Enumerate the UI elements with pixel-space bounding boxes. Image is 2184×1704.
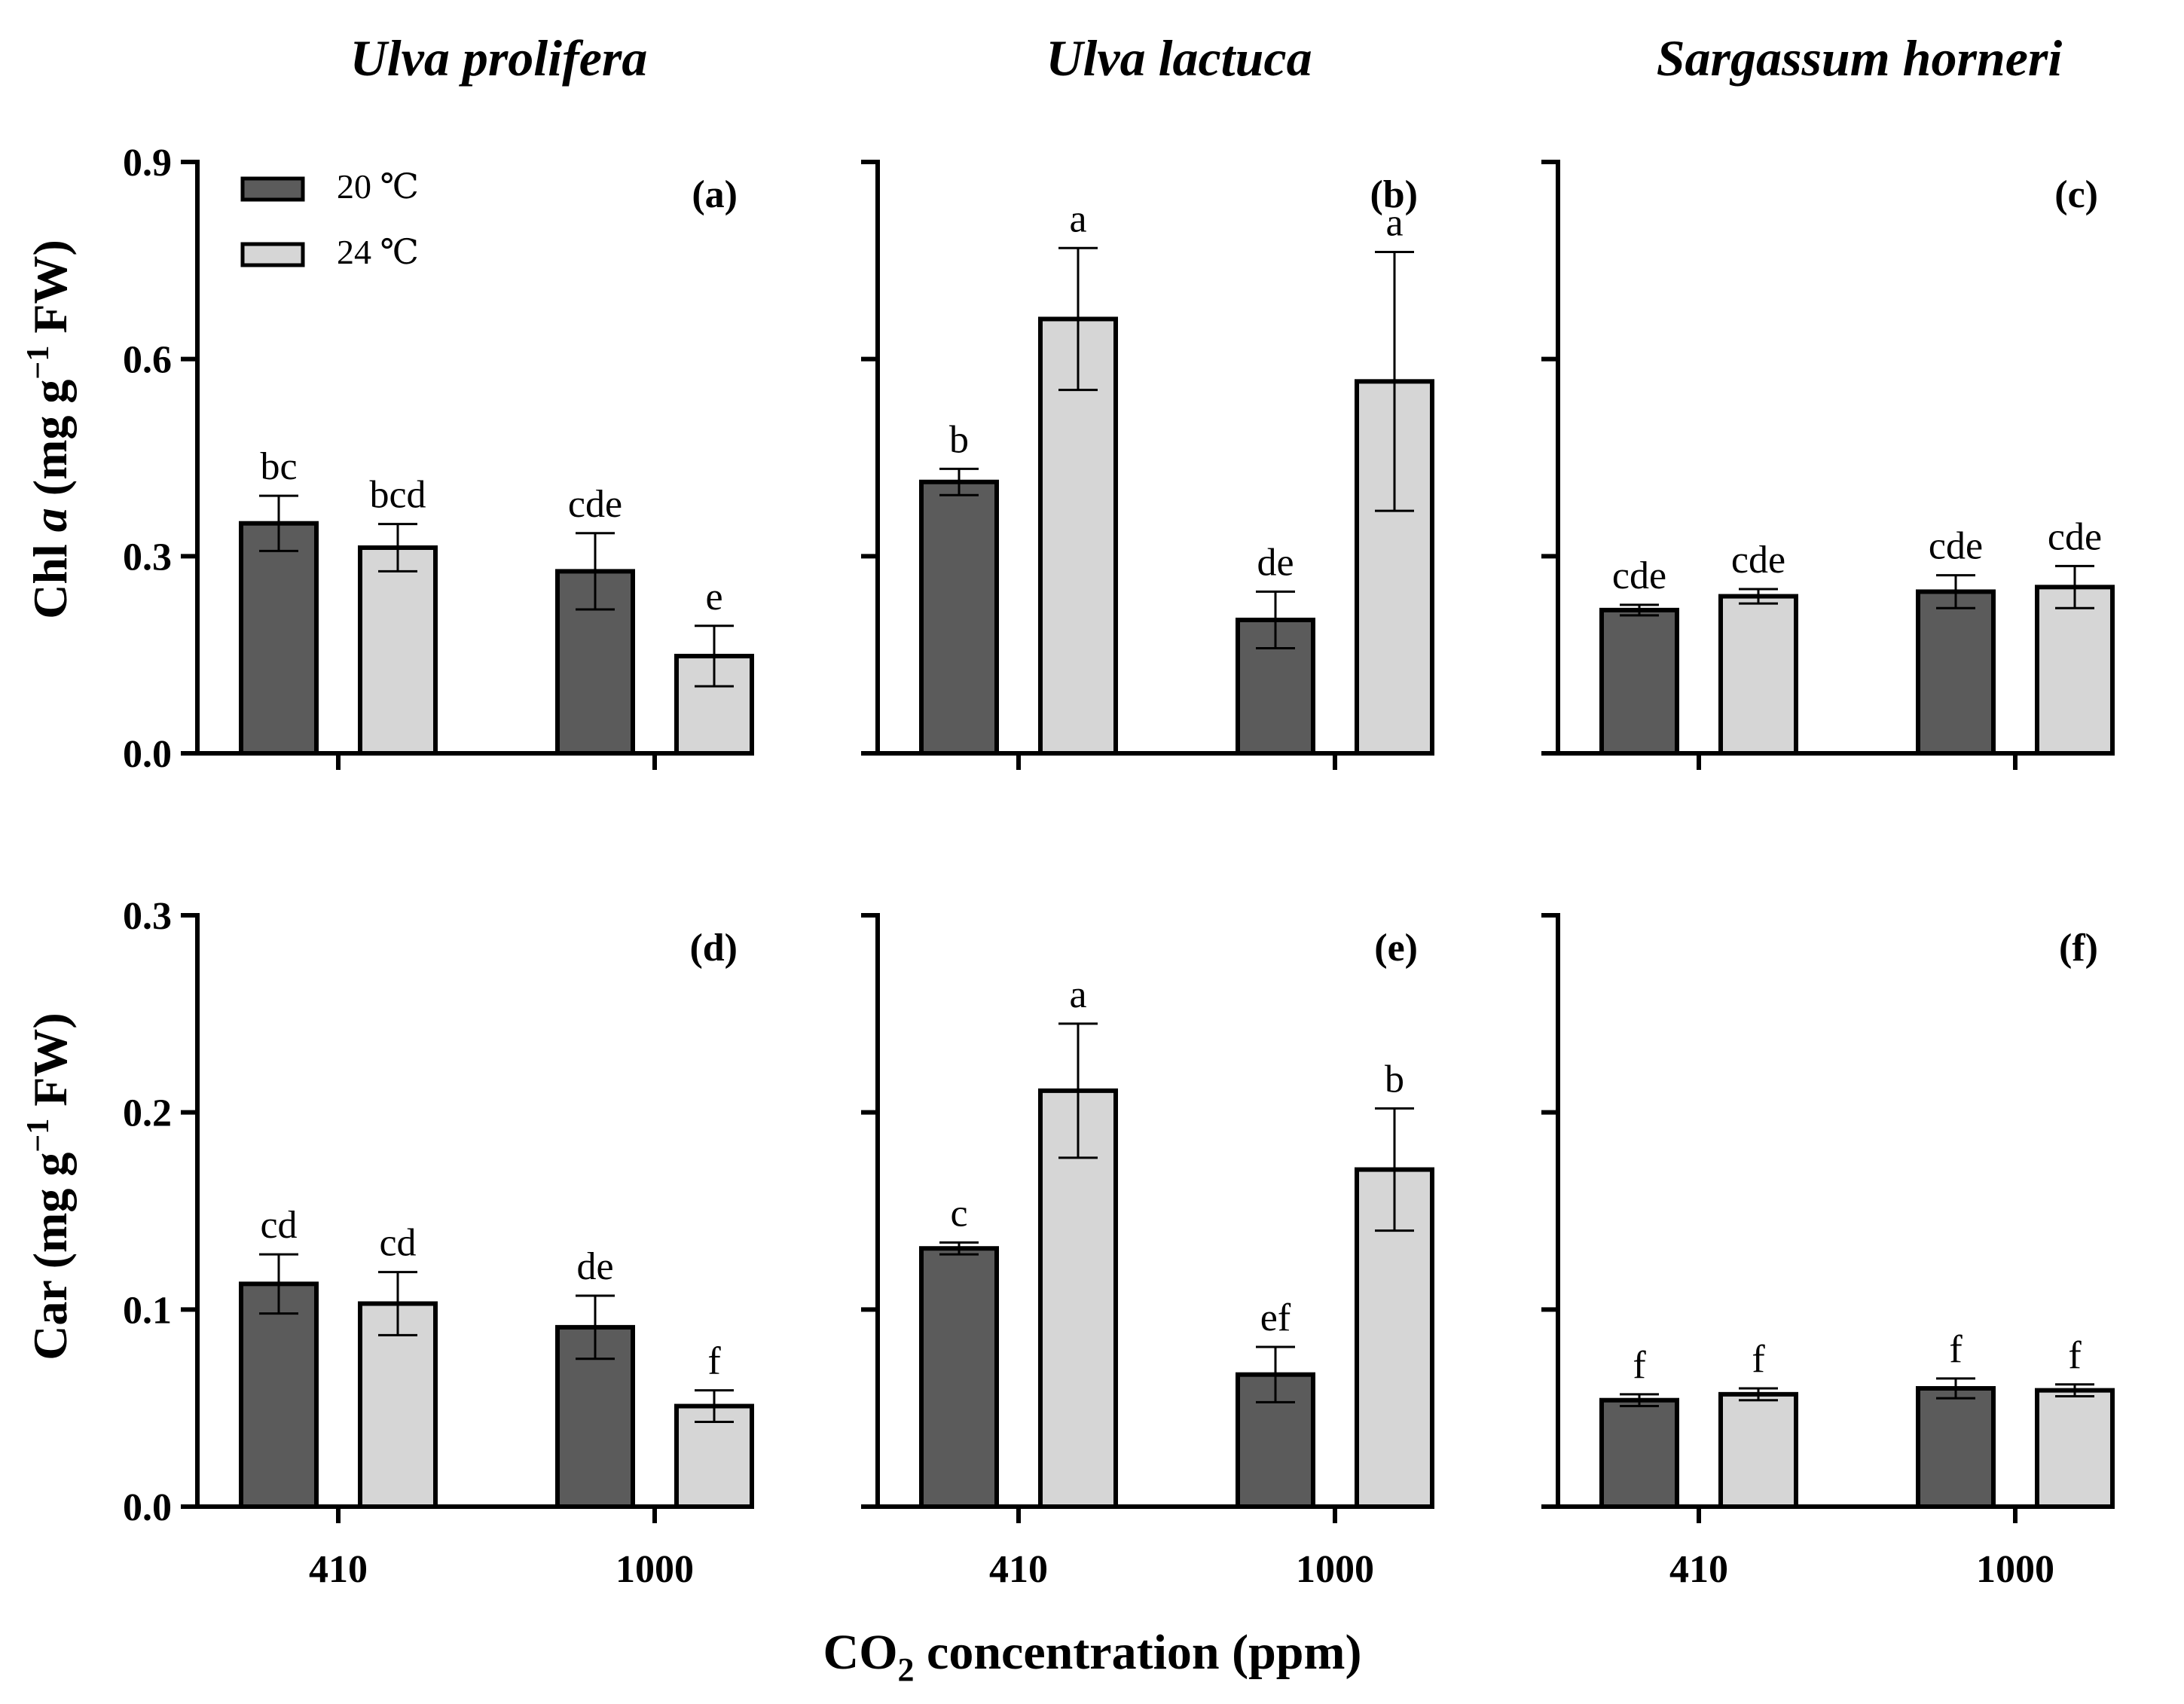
x-tick-label: 1000 xyxy=(1976,1548,2054,1591)
bar xyxy=(1038,1088,1118,1509)
panel-label: (f) xyxy=(2059,927,2098,970)
significance-label: ef xyxy=(1260,1296,1291,1339)
y-tick-label: 0.3 xyxy=(123,536,172,579)
significance-label: f xyxy=(707,1340,721,1383)
y-tick-label: 0.9 xyxy=(123,142,172,185)
significance-label: cde xyxy=(1929,525,1983,568)
significance-label: bcd xyxy=(369,474,426,517)
bar xyxy=(919,479,999,756)
y-tick-label: 0.0 xyxy=(123,1486,172,1529)
bar xyxy=(674,653,754,756)
significance-label: cd xyxy=(379,1222,416,1265)
bar xyxy=(2035,585,2115,756)
species-title-ulva-prolifera: Ulva prolifera xyxy=(350,29,648,87)
significance-label: f xyxy=(2068,1334,2082,1377)
significance-label: cde xyxy=(568,483,622,526)
y-tick-label: 0.1 xyxy=(123,1289,172,1332)
y-axis-title-car: Car (mg g−1 FW) xyxy=(21,1012,77,1360)
significance-label: f xyxy=(1949,1328,1963,1371)
legend-label: 24 ℃ xyxy=(337,233,419,271)
x-tick-label: 1000 xyxy=(1296,1548,1374,1591)
panel-label: (e) xyxy=(1374,927,1418,970)
significance-label: f xyxy=(1752,1338,1765,1381)
panel-e: 410 c a 1000 ef b (e) xyxy=(861,913,1434,1591)
panel-label: (c) xyxy=(2054,173,2098,216)
panel-a: 0.0 0.3 0.6 0.9 bc bcd cde e (a) 20 ℃ 24 ℃ xyxy=(123,142,754,776)
species-title-ulva-lactuca: Ulva lactuca xyxy=(1046,29,1312,87)
x-axis-title: CO2 concentration (ppm) xyxy=(823,1625,1362,1688)
significance-label: a xyxy=(1385,201,1403,244)
bar xyxy=(358,545,438,756)
x-tick-label: 1000 xyxy=(615,1548,694,1591)
bar xyxy=(358,1301,438,1509)
significance-label: b xyxy=(1385,1058,1404,1101)
x-tick-label: 410 xyxy=(989,1548,1048,1591)
bar xyxy=(555,569,635,756)
bar xyxy=(239,521,319,756)
significance-label: a xyxy=(1069,973,1086,1016)
significance-label: de xyxy=(576,1245,613,1288)
panel-label: (d) xyxy=(689,927,738,970)
species-title-sargassum-horneri: Sargassum horneri xyxy=(1657,29,2063,87)
bar xyxy=(919,1246,999,1509)
bar xyxy=(1599,607,1679,756)
y-tick-label: 0.2 xyxy=(123,1092,172,1135)
significance-label: cde xyxy=(1731,539,1785,582)
significance-label: cde xyxy=(1612,554,1666,597)
significance-label: c xyxy=(950,1192,967,1235)
significance-label: a xyxy=(1069,197,1086,240)
bar xyxy=(1038,316,1118,756)
significance-label: b xyxy=(949,418,969,461)
significance-label: bc xyxy=(260,445,297,488)
y-tick-label: 0.0 xyxy=(123,733,172,776)
significance-label: f xyxy=(1633,1344,1646,1387)
bar xyxy=(1718,1391,1798,1509)
bar xyxy=(239,1281,319,1509)
y-tick-label: 0.3 xyxy=(123,895,172,938)
legend-swatch xyxy=(240,242,305,267)
significance-label: cd xyxy=(260,1204,297,1247)
x-tick-label: 410 xyxy=(1669,1548,1728,1591)
panel-label: (b) xyxy=(1370,173,1418,216)
y-tick-label: 0.6 xyxy=(123,339,172,382)
panel-d: 0.0 0.1 0.2 0.3 410 cd cd 1000 de f (d) xyxy=(123,895,754,1591)
legend-label: 20 ℃ xyxy=(337,167,419,206)
row-axis-titles: Chl a (mg g−1 FW) Car (mg g−1 FW) xyxy=(21,240,77,1360)
y-axis-title-chl-a: Chl a (mg g−1 FW) xyxy=(21,240,77,619)
bar xyxy=(1718,594,1798,756)
bar xyxy=(1916,1386,1996,1509)
bar xyxy=(2035,1388,2115,1510)
species-titles: Ulva prolifera Ulva lactuca Sargassum ho… xyxy=(350,29,2063,87)
x-tick-label: 410 xyxy=(309,1548,368,1591)
significance-label: de xyxy=(1257,541,1294,584)
bar xyxy=(1599,1397,1679,1509)
panel-label: (a) xyxy=(692,173,738,216)
bar xyxy=(1916,589,1996,756)
significance-label: e xyxy=(705,576,722,618)
panel-c: cde cde cde cde (c) xyxy=(1541,160,2115,770)
panel-f: 410 f f 1000 f f (f) xyxy=(1541,913,2115,1591)
legend-swatch xyxy=(240,176,305,202)
significance-label: cde xyxy=(2048,515,2102,558)
